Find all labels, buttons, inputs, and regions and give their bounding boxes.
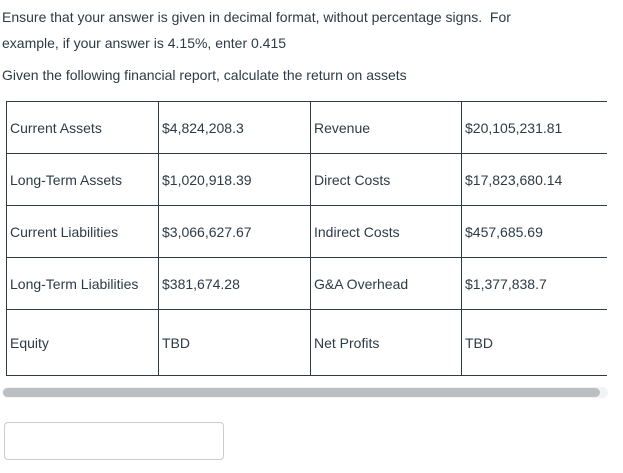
metric-label-cell: Current Liabilities: [6, 205, 159, 258]
metric-value-cell: $1,377,838.7: [461, 257, 607, 310]
table-row: Long-Term Assets $1,020,918.39 Direct Co…: [6, 153, 607, 206]
table-scroll-container: Current Assets $4,824,208.3 Revenue $20,…: [6, 101, 607, 383]
instructions-line-1: Ensure that your answer is given in deci…: [2, 9, 511, 25]
metric-value-cell: $17,823,680.14: [461, 153, 607, 206]
horizontal-scrollbar-thumb[interactable]: [3, 388, 600, 397]
metric-value-cell: $381,674.28: [158, 257, 311, 310]
instructions-line-2: example, if your answer is 4.15%, enter …: [2, 35, 287, 51]
financial-table-body: Current Assets $4,824,208.3 Revenue $20,…: [6, 101, 607, 376]
metric-label-cell: Net Profits: [310, 309, 462, 376]
metric-label-cell: Equity: [6, 309, 159, 376]
answer-input[interactable]: [4, 422, 224, 460]
table-row: Long-Term Liabilities $381,674.28 G&A Ov…: [6, 257, 607, 310]
answer-format-instructions: Ensure that your answer is given in deci…: [2, 4, 511, 56]
table-row: Current Assets $4,824,208.3 Revenue $20,…: [6, 101, 607, 154]
metric-value-cell: TBD: [158, 309, 311, 376]
metric-value-cell: TBD: [461, 309, 607, 376]
financial-report-table: Current Assets $4,824,208.3 Revenue $20,…: [6, 101, 607, 376]
table-row: Current Liabilities $3,066,627.67 Indire…: [6, 205, 607, 258]
metric-label-cell: Direct Costs: [310, 153, 462, 206]
metric-value-cell: $20,105,231.81: [461, 101, 607, 154]
metric-label-cell: Indirect Costs: [310, 205, 462, 258]
metric-label-cell: G&A Overhead: [310, 257, 462, 310]
metric-value-cell: $1,020,918.39: [158, 153, 311, 206]
metric-label-cell: Long-Term Liabilities: [6, 257, 159, 310]
question-prompt: Given the following financial report, ca…: [2, 67, 407, 83]
horizontal-scrollbar-track[interactable]: [2, 387, 608, 398]
table-row: Equity TBD Net Profits TBD: [6, 309, 607, 376]
metric-label-cell: Revenue: [310, 101, 462, 154]
metric-value-cell: $457,685.69: [461, 205, 607, 258]
metric-label-cell: Long-Term Assets: [6, 153, 159, 206]
metric-value-cell: $4,824,208.3: [158, 101, 311, 154]
metric-label-cell: Current Assets: [6, 101, 159, 154]
metric-value-cell: $3,066,627.67: [158, 205, 311, 258]
